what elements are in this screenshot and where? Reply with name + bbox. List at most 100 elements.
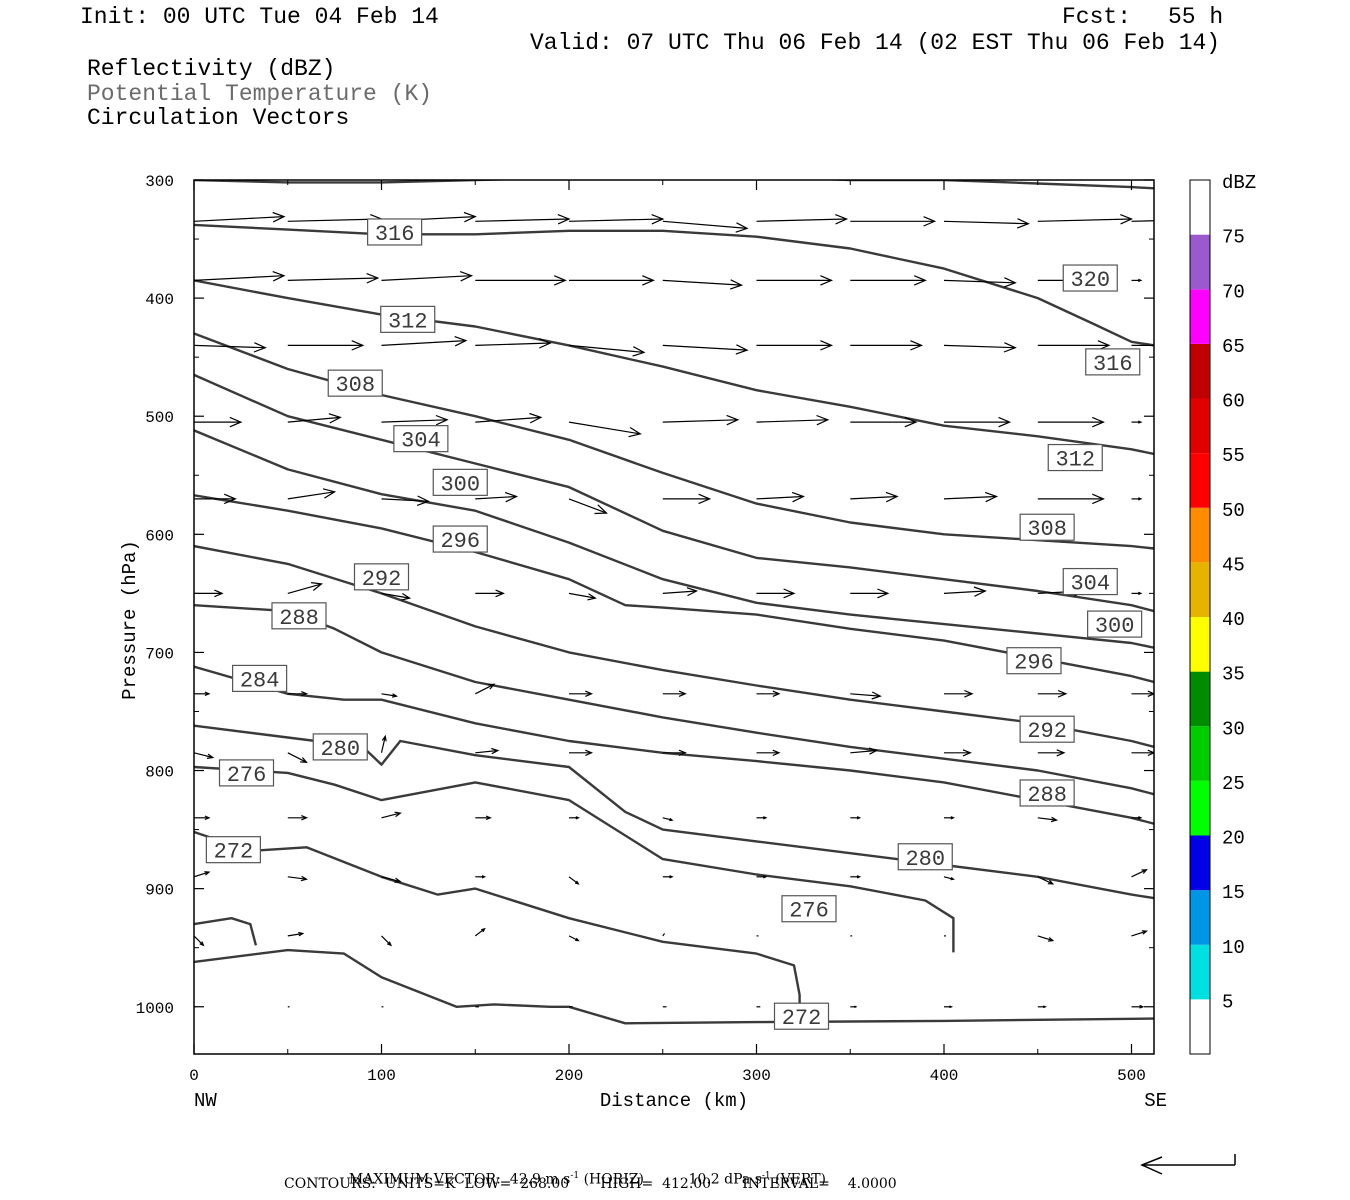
contour-label-text: 300 xyxy=(1095,614,1135,639)
vector-arrowhead xyxy=(214,589,224,598)
colorbar-level-label: 15 xyxy=(1222,882,1245,904)
contour-label-text: 292 xyxy=(362,567,402,592)
contour-label: 292 xyxy=(353,563,410,592)
vector-arrow xyxy=(475,749,498,754)
vector-arrow xyxy=(568,592,596,599)
vector-arrowhead xyxy=(1147,690,1154,697)
colorbar-level-label: 50 xyxy=(1222,500,1245,522)
vector-arrowhead xyxy=(1139,1004,1145,1009)
vector-arrowhead xyxy=(1147,749,1154,757)
vector-arrow xyxy=(381,935,392,946)
vector-arrowhead xyxy=(950,816,955,820)
contour-label: 292 xyxy=(1019,715,1075,744)
vector-arrowhead xyxy=(698,493,712,505)
vector-arrowhead xyxy=(964,689,974,698)
vector-arrowhead xyxy=(253,342,267,353)
y-tick-label: 1000 xyxy=(136,1000,174,1018)
vector-arrowhead xyxy=(651,214,665,225)
vector-arrow xyxy=(194,344,266,349)
vector-arrowhead xyxy=(1141,869,1148,874)
vector-arrow xyxy=(475,683,495,695)
vector-arrowhead xyxy=(204,815,211,821)
vector-arrow xyxy=(943,344,1016,349)
vector-arrow xyxy=(475,416,541,423)
contour-label-text: 320 xyxy=(1070,268,1110,293)
vector-arrowhead xyxy=(816,414,830,426)
y-tick-label: 900 xyxy=(145,882,174,900)
vector-arrowhead xyxy=(301,691,309,697)
colorbar-level-label: 35 xyxy=(1222,664,1245,686)
vector-arrow xyxy=(943,495,997,500)
vector-arrow xyxy=(756,419,828,423)
colorbar-level-label: 45 xyxy=(1222,554,1245,576)
colorbar-bin xyxy=(1190,289,1210,344)
forecast-hour: 55 h xyxy=(1168,4,1224,30)
colorbar-bin xyxy=(1190,398,1210,454)
valid-time: Valid: 07 UTC Thu 06 Feb 14 (02 EST Thu … xyxy=(530,30,1221,56)
vector-arrowhead xyxy=(311,582,323,591)
vector-arrow xyxy=(381,419,448,423)
colorbar-bin xyxy=(1190,780,1210,836)
vector-arrow xyxy=(287,277,378,281)
colorbar-bin xyxy=(1190,343,1210,399)
vector-arrowhead xyxy=(401,592,412,601)
vector-arrowhead xyxy=(538,338,552,349)
vector-arrowhead xyxy=(783,588,796,599)
vector-arrowhead xyxy=(632,346,646,357)
vector-arrowhead xyxy=(229,416,243,428)
vector-arrow xyxy=(756,218,847,222)
vector-arrowhead xyxy=(962,749,972,757)
vector-arrowhead xyxy=(726,414,740,426)
vector-arrow xyxy=(475,342,551,346)
vector-arrowhead xyxy=(391,693,399,698)
colorbar-bin xyxy=(1190,453,1210,508)
vector-arrow xyxy=(756,495,804,500)
contour-label-text: 276 xyxy=(227,763,267,788)
vector-arrowhead xyxy=(1138,278,1143,283)
contour-label: 288 xyxy=(1019,779,1075,808)
contour-label-text: 288 xyxy=(279,606,319,631)
vert-exponent: -1 xyxy=(761,1171,771,1181)
vector-arrow xyxy=(568,935,579,942)
field-reflectivity: Reflectivity (dBZ) xyxy=(87,56,336,82)
vector-arrow xyxy=(381,592,410,599)
vector-arrowhead xyxy=(386,941,392,947)
colorbar-bin xyxy=(1190,234,1210,290)
contour-label: 280 xyxy=(897,843,953,872)
vector-arrowhead xyxy=(1138,420,1143,424)
vector-arrowhead xyxy=(491,747,500,755)
vector-arrowhead xyxy=(1120,214,1134,225)
colorbar-level-label: 30 xyxy=(1222,718,1245,740)
contour-label-text: 284 xyxy=(240,668,280,693)
theta-contour-272 xyxy=(194,948,1154,1025)
colorbar-bin xyxy=(1190,890,1210,945)
vector-arrowhead xyxy=(557,214,571,225)
contour-label-text: 300 xyxy=(440,472,480,497)
vector-arrowhead xyxy=(463,211,477,223)
y-tick-label: 600 xyxy=(145,527,174,545)
theta-contour-276 xyxy=(194,765,955,953)
vector-arrowhead xyxy=(204,871,211,876)
vector-arrowhead xyxy=(204,691,211,697)
theta-contour-312 xyxy=(194,279,1154,456)
vector-arrowhead xyxy=(495,589,505,598)
vector-arrow xyxy=(287,218,382,222)
vector-arrow xyxy=(1037,876,1054,885)
vector-arrowhead xyxy=(949,1005,954,1009)
colorbar-bin xyxy=(1190,562,1210,617)
max-vector-horiz: 42.9 m s xyxy=(509,1171,571,1188)
vector-arrowhead xyxy=(998,416,1012,428)
contour-label: 300 xyxy=(1087,610,1143,639)
contour-label-text: 276 xyxy=(789,899,829,924)
vector-arrowhead xyxy=(481,927,486,933)
vector-arrowhead xyxy=(678,749,687,757)
colorbar-level-label: 25 xyxy=(1222,773,1245,795)
reference-vector-icon xyxy=(1140,1154,1236,1175)
x-tick-label: 200 xyxy=(555,1067,584,1085)
theta-contour-304 xyxy=(194,373,1154,613)
vector-arrow xyxy=(568,218,663,222)
colorbar-level-label: 60 xyxy=(1222,391,1245,413)
vector-arrowhead xyxy=(820,340,834,351)
vector-arrow xyxy=(475,495,517,500)
vector-arrowhead xyxy=(1138,591,1143,596)
